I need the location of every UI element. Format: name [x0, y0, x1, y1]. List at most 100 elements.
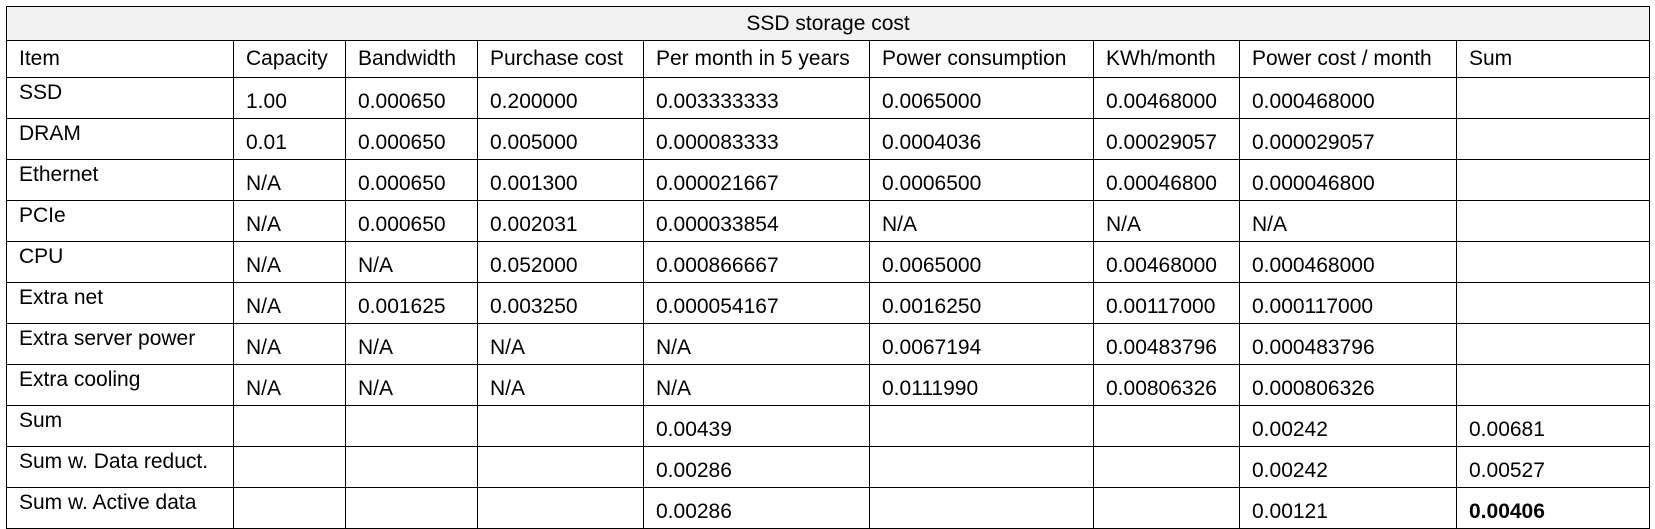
- table-cell: [233, 487, 346, 529]
- table-cell: [1455, 323, 1651, 365]
- table-cell: 0.001300: [477, 159, 644, 201]
- table-row: SSD 1.00 0.000650 0.200000 0.003333333 0.0065…: [6, 77, 1651, 119]
- table-cell: 0.00468000: [1093, 241, 1240, 283]
- table-cell: N/A: [233, 241, 346, 283]
- column-header: Power cost / month: [1239, 40, 1457, 78]
- table-row: Extra server power N/A N/A N/A N/A 0.0067194 0…: [6, 323, 1651, 365]
- table-cell: N/A: [233, 282, 346, 324]
- table-cell: 0.000650: [345, 159, 478, 201]
- table-cell: [345, 487, 478, 529]
- table-cell: 0.000033854: [643, 200, 870, 242]
- table-cell: 0.00286: [643, 487, 870, 529]
- table-cell: 0.00527: [1455, 446, 1651, 488]
- table-cell: 0.00439: [643, 405, 870, 447]
- table-cell: [233, 446, 346, 488]
- table-cell: [1455, 77, 1651, 119]
- table-cell: [477, 405, 644, 447]
- table-row: Sum w. Active data 0.00286 0.00121 0.00406: [6, 487, 1651, 529]
- column-header: Power consumption: [869, 40, 1094, 78]
- table-cell: N/A: [345, 241, 478, 283]
- table-cell: [1093, 405, 1240, 447]
- table-cell: N/A: [1239, 200, 1457, 242]
- table-cell: [1455, 200, 1651, 242]
- table-cell: N/A: [643, 364, 870, 406]
- table-cell: 1.00: [233, 77, 346, 119]
- column-header: Sum: [1455, 40, 1651, 78]
- table-cell: N/A: [233, 364, 346, 406]
- column-header: Per month in 5 years: [643, 40, 870, 78]
- table-cell: [869, 405, 1094, 447]
- table-cell: [1093, 487, 1240, 529]
- table-row: PCIe N/A 0.000650 0.002031 0.000033854 N/A N/A…: [6, 200, 1651, 242]
- table-cell: 0.00117000: [1093, 282, 1240, 324]
- table-row: DRAM 0.01 0.000650 0.005000 0.000083333 0.000…: [6, 118, 1651, 160]
- table-title-row: SSD storage cost: [5, 6, 1651, 41]
- table-cell: 0.003333333: [643, 77, 870, 119]
- table-cell: N/A: [643, 323, 870, 365]
- table-cell: 0.01: [233, 118, 346, 160]
- table-cell: 0.00681: [1455, 405, 1651, 447]
- table-cell: [1455, 282, 1651, 324]
- column-header: KWh/month: [1093, 40, 1240, 78]
- table-header-row: Item Capacity Bandwidth Purchase cost Per mo…: [6, 40, 1651, 78]
- table-cell: [345, 446, 478, 488]
- table-cell: [1455, 364, 1651, 406]
- table-row: Sum w. Data reduct. 0.00286 0.00242 0.00527: [6, 446, 1651, 488]
- table-row: Ethernet N/A 0.000650 0.001300 0.000021667 0.…: [6, 159, 1651, 201]
- row-label-cell: SSD: [6, 77, 234, 119]
- table-cell: 0.00046800: [1093, 159, 1240, 201]
- table-cell: 0.000483796: [1239, 323, 1457, 365]
- table-cell: [869, 446, 1094, 488]
- table-cell: 0.052000: [477, 241, 644, 283]
- table-cell: 0.00242: [1239, 446, 1457, 488]
- table-cell: 0.0016250: [869, 282, 1094, 324]
- table-cell: N/A: [345, 364, 478, 406]
- row-label-cell: Ethernet: [6, 159, 234, 201]
- table-cell: N/A: [233, 200, 346, 242]
- table-row: Extra cooling N/A N/A N/A N/A 0.0111990 0.0080…: [6, 364, 1651, 406]
- table-cell: 0.000117000: [1239, 282, 1457, 324]
- table-cell: 0.000083333: [643, 118, 870, 160]
- row-label-cell: Extra server power: [6, 323, 234, 365]
- table-cell: N/A: [233, 323, 346, 365]
- table-cell: [1093, 446, 1240, 488]
- table-cell: 0.00242: [1239, 405, 1457, 447]
- table-cell: [477, 446, 644, 488]
- table-cell: 0.00483796: [1093, 323, 1240, 365]
- table-cell: 0.001625: [345, 282, 478, 324]
- column-header: Item: [6, 40, 234, 78]
- table-cell: 0.0004036: [869, 118, 1094, 160]
- table-cell: 0.000468000: [1239, 77, 1457, 119]
- table-cell: [1455, 159, 1651, 201]
- table-cell: 0.0065000: [869, 77, 1094, 119]
- table-cell: 0.000650: [345, 200, 478, 242]
- row-label-cell: PCIe: [6, 200, 234, 242]
- table-cell: N/A: [477, 323, 644, 365]
- table-cell: 0.00029057: [1093, 118, 1240, 160]
- table-cell: [345, 405, 478, 447]
- table-cell: 0.00406: [1455, 487, 1651, 529]
- table-cell: 0.0111990: [869, 364, 1094, 406]
- column-header: Capacity: [233, 40, 346, 78]
- table-cell: N/A: [233, 159, 346, 201]
- table-cell: 0.000650: [345, 77, 478, 119]
- table-cell: N/A: [869, 200, 1094, 242]
- table-cell: 0.002031: [477, 200, 644, 242]
- table-cell: [233, 405, 346, 447]
- row-label-cell: DRAM: [6, 118, 234, 160]
- table-cell: 0.000468000: [1239, 241, 1457, 283]
- column-header: Bandwidth: [345, 40, 478, 78]
- table-cell: [1455, 241, 1651, 283]
- table-cell: [869, 487, 1094, 529]
- table-cell: 0.000054167: [643, 282, 870, 324]
- table-cell: 0.00468000: [1093, 77, 1240, 119]
- table-row: Extra net N/A 0.001625 0.003250 0.000054167 0…: [6, 282, 1651, 324]
- row-label-cell: Sum w. Data reduct.: [6, 446, 234, 488]
- table-cell: 0.00806326: [1093, 364, 1240, 406]
- ssd-storage-cost-table: SSD storage cost Item Capacity Bandwidth Pu…: [5, 6, 1651, 529]
- table-cell: N/A: [345, 323, 478, 365]
- table-cell: 0.000029057: [1239, 118, 1457, 160]
- table-cell: 0.0065000: [869, 241, 1094, 283]
- table-cell: 0.000806326: [1239, 364, 1457, 406]
- table-cell: 0.000021667: [643, 159, 870, 201]
